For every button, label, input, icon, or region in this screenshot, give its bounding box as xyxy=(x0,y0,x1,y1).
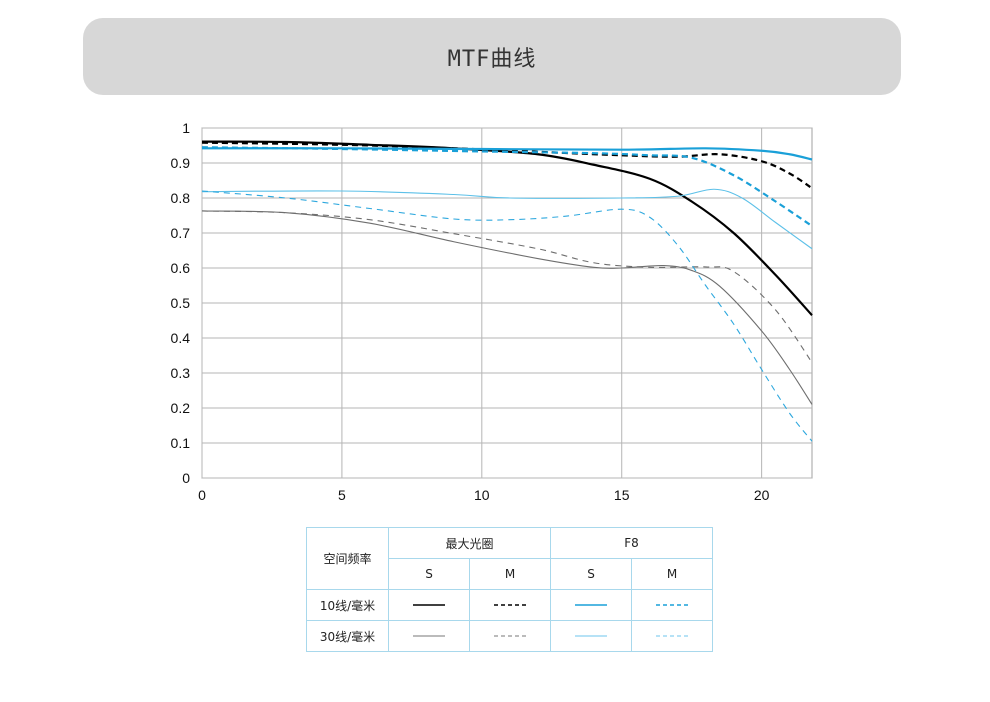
x-tick-label: 20 xyxy=(754,487,770,503)
legend-row-30: 30线/毫米 xyxy=(306,620,389,652)
legend-sample-wide-10-m xyxy=(469,589,551,621)
y-tick-label: 0.6 xyxy=(171,260,191,276)
y-tick-label: 0.2 xyxy=(171,400,191,416)
y-tick-label: 1 xyxy=(182,120,190,136)
legend-col-m-f8: M xyxy=(631,558,713,590)
legend-sample-f8-10-m xyxy=(631,589,713,621)
legend-col-m-wide: M xyxy=(469,558,551,590)
legend-sample-f8-30-m xyxy=(631,620,713,652)
legend-sample-wide-30-s xyxy=(388,620,470,652)
y-tick-label: 0.7 xyxy=(171,225,191,241)
series-wo_30_m xyxy=(201,210,813,363)
legend-sample-f8-10-s xyxy=(550,589,632,621)
legend-row-10: 10线/毫米 xyxy=(306,589,389,621)
legend-col-s-f8: S xyxy=(550,558,632,590)
series-wo_30_s xyxy=(201,210,813,405)
series-f8_30_m xyxy=(201,190,813,442)
x-tick-label: 0 xyxy=(198,487,206,503)
legend-col-s-wide: S xyxy=(388,558,470,590)
legend-header-frequency: 空间频率 xyxy=(306,527,389,590)
y-tick-label: 0.8 xyxy=(171,190,191,206)
legend-table: 空间频率 最大光圈 F8 S M S M 10线/毫米 30线/毫米 xyxy=(306,527,713,652)
legend-header-max-aperture: 最大光圈 xyxy=(388,527,551,559)
page-title: MTF曲线 xyxy=(447,46,537,72)
series-wo_10_m xyxy=(201,141,813,190)
x-tick-label: 15 xyxy=(614,487,630,503)
series-f8_10_s xyxy=(201,147,813,161)
series-wo_10_s xyxy=(201,140,813,316)
title-bar: MTF曲线 xyxy=(83,18,901,95)
mtf-chart: 00.10.20.30.40.50.60.70.80.910 5 10 15 20 xyxy=(171,120,813,503)
y-tick-label: 0.5 xyxy=(171,295,191,311)
x-tick-label: 5 xyxy=(338,487,346,503)
y-tick-label: 0.9 xyxy=(171,155,191,171)
series-f8_10_m xyxy=(201,146,813,227)
chart-series xyxy=(201,140,813,442)
legend-sample-wide-30-m xyxy=(469,620,551,652)
legend-sample-f8-30-s xyxy=(550,620,632,652)
y-tick-label: 0.4 xyxy=(171,330,191,346)
chart-grid xyxy=(201,127,813,479)
legend-sample-wide-10-s xyxy=(388,589,470,621)
y-tick-label: 0.1 xyxy=(171,435,191,451)
legend-header-f8: F8 xyxy=(550,527,713,559)
series-f8_30_s xyxy=(201,188,813,250)
chart-ticks: 00.10.20.30.40.50.60.70.80.910 5 10 15 20 xyxy=(171,120,770,503)
y-tick-label: 0.3 xyxy=(171,365,191,381)
x-tick-label: 10 xyxy=(474,487,490,503)
y-tick-label: 0 xyxy=(182,470,190,486)
